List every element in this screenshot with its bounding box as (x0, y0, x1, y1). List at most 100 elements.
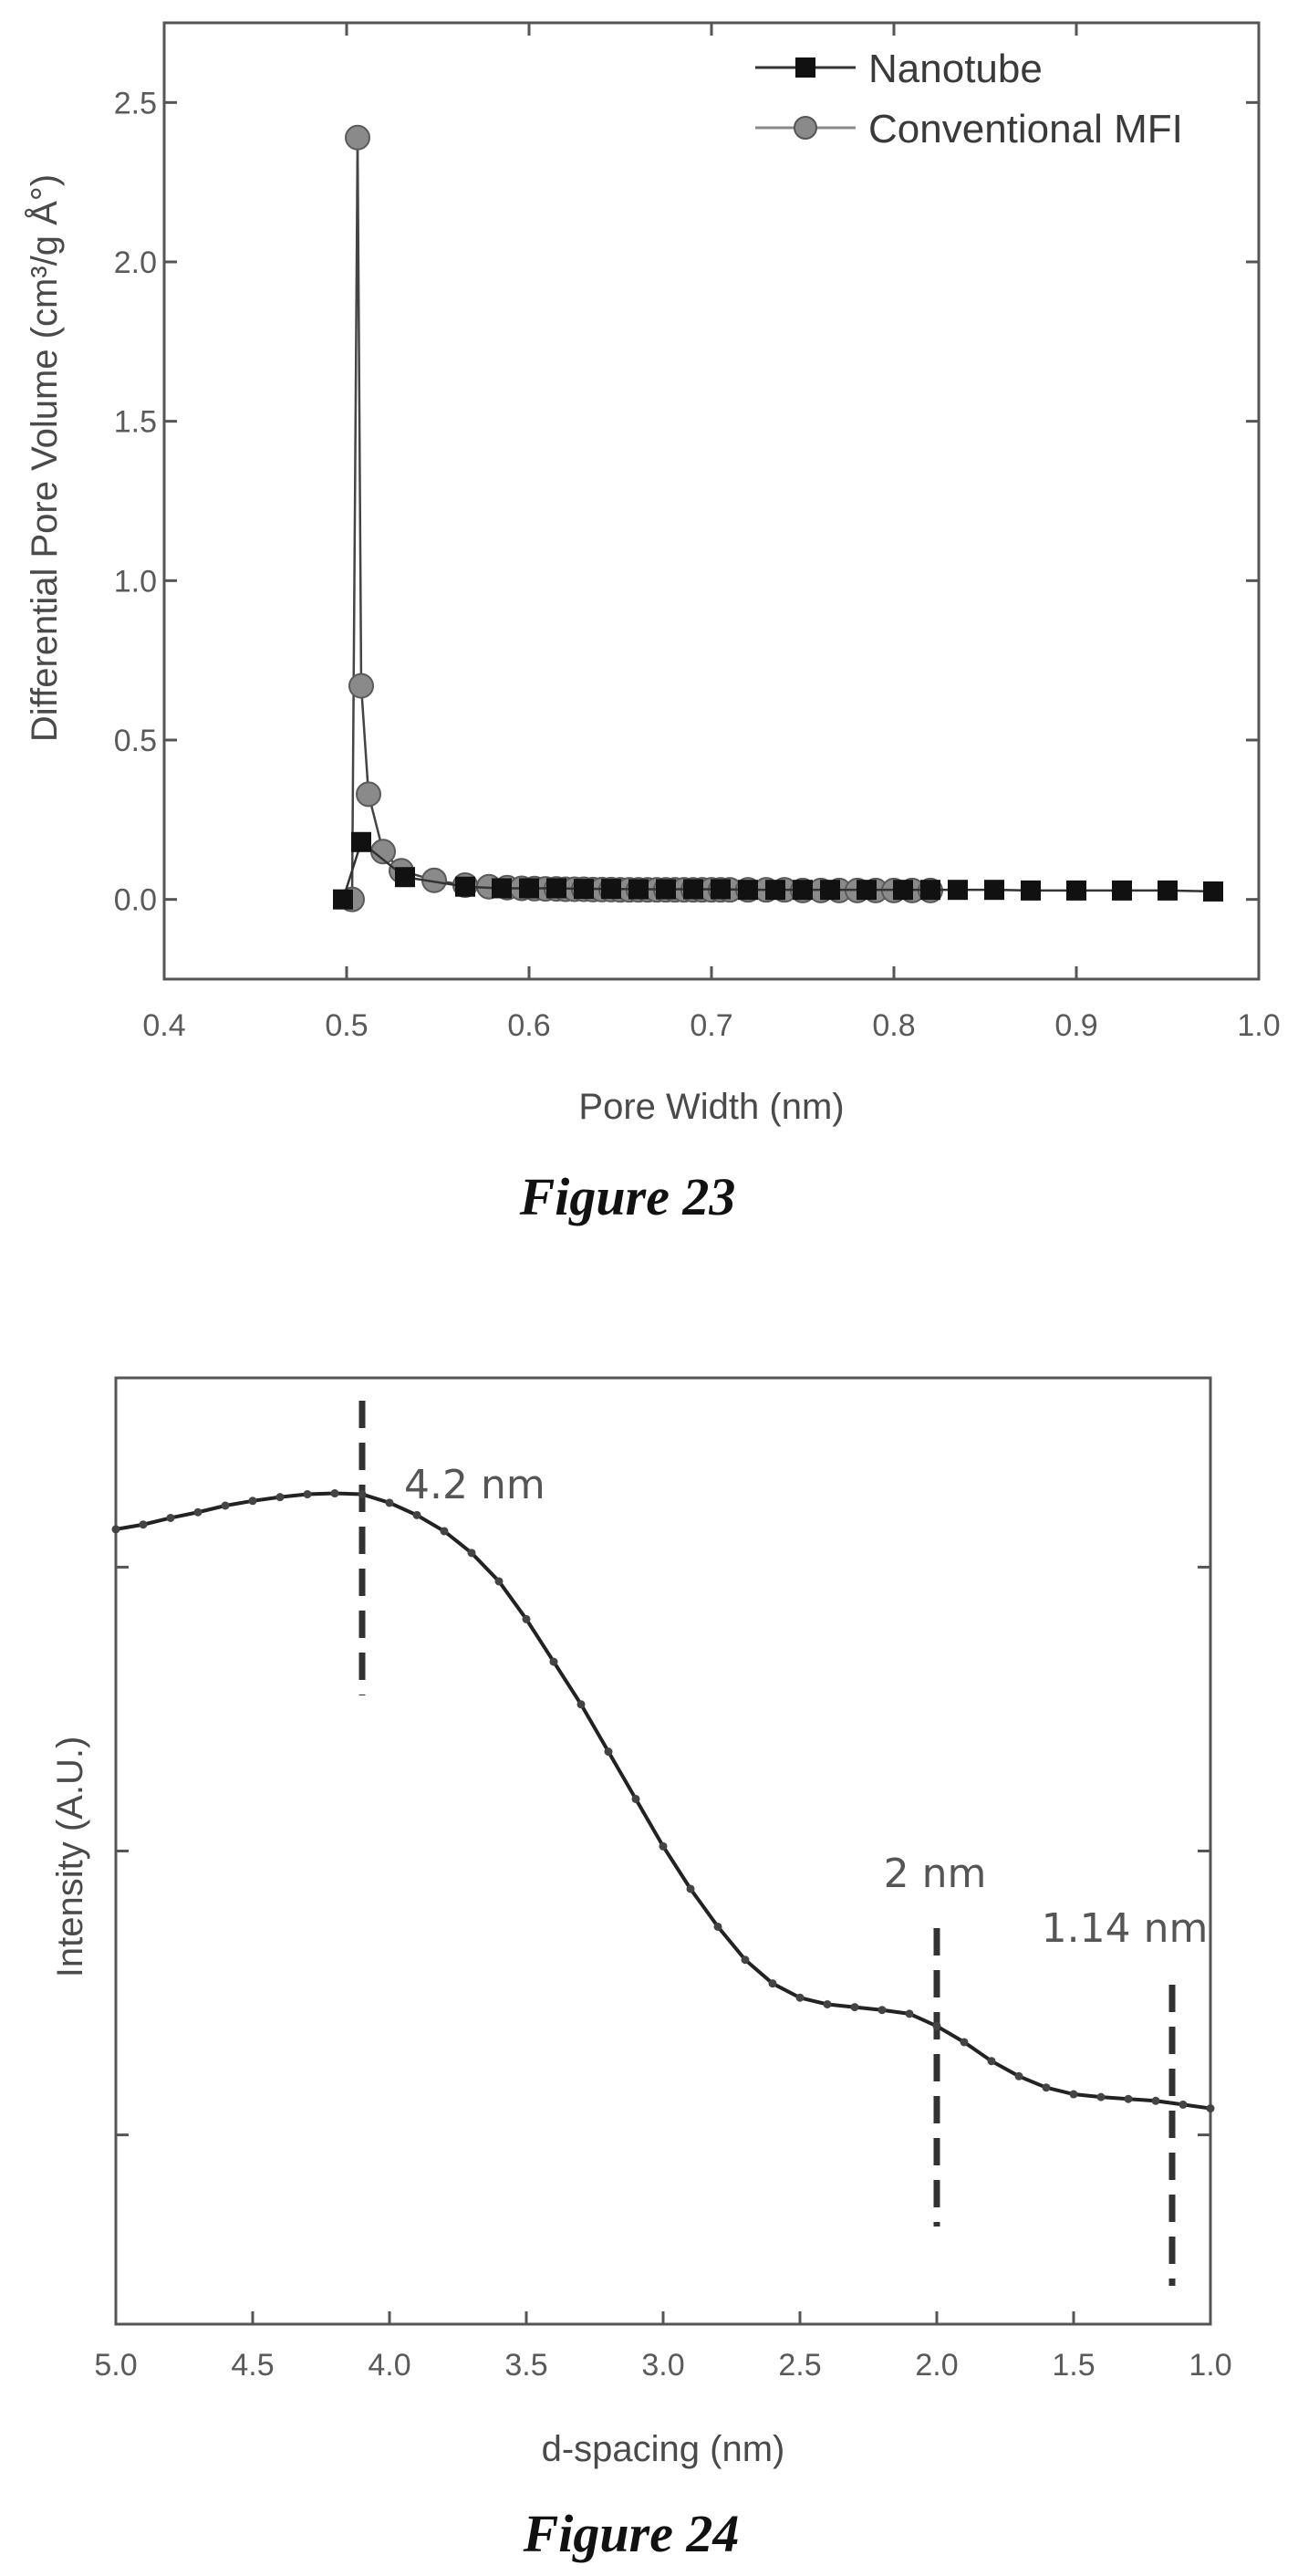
curve-point (823, 1999, 832, 2008)
chart-figure-24: 5.0 4.5 4.0 3.5 3.0 2.5 2.0 1.5 1.0 4.2 nm 2 nm 1.… (50, 1376, 1232, 2563)
x-axis-label: d-spacing (nm) (542, 2429, 785, 2469)
y-tick-label: 0.5 (114, 724, 157, 758)
data-point-nanotube (395, 867, 415, 888)
curve-point (412, 1510, 421, 1519)
curve-point (987, 2057, 996, 2066)
data-point-conventional-mfi (348, 673, 374, 699)
data-point-nanotube (893, 880, 913, 901)
curve-point (303, 1490, 312, 1499)
x-tick-label: 2.5 (778, 2348, 821, 2383)
curve-point (877, 2006, 887, 2015)
x-tick-label: 3.0 (641, 2348, 684, 2383)
data-point-nanotube (765, 880, 785, 901)
curve-point (440, 1527, 449, 1536)
x-tick-label: 0.8 (872, 1008, 915, 1043)
curve-point (248, 1497, 257, 1506)
curve-point (330, 1489, 339, 1498)
plot-frame (114, 1376, 1212, 2326)
data-point-nanotube (333, 889, 353, 910)
legend: Nanotube Conventional MFI (755, 47, 1183, 151)
x-tick-label: 0.4 (142, 1008, 185, 1043)
y-axis-label: Intensity (A.U.) (50, 1736, 90, 1978)
x-tick-label: 2.0 (915, 2348, 958, 2383)
curve-point (850, 2003, 859, 2012)
data-point-nanotube (1203, 881, 1223, 902)
curve-point (193, 1507, 202, 1517)
curve-point (905, 2009, 914, 2018)
curve-point (1124, 2094, 1133, 2103)
data-point-nanotube (920, 880, 940, 901)
curve-point (768, 1979, 777, 1988)
legend-label-nanotube: Nanotube (868, 47, 1043, 91)
y-tick-label: 2.0 (114, 245, 157, 280)
curve-point (741, 1955, 750, 1965)
curve-point (1206, 2104, 1215, 2113)
curve-point (1069, 2090, 1078, 2099)
curve-point (960, 2038, 969, 2047)
curve-point (358, 1490, 367, 1499)
curve-point (795, 1993, 805, 2002)
curve-point (713, 1922, 722, 1931)
data-point-nanotube (820, 880, 840, 901)
data-point-nanotube (574, 879, 594, 900)
data-point-nanotube (683, 879, 703, 900)
data-point-nanotube (711, 879, 731, 900)
curve-point (659, 1841, 668, 1851)
y-tick-label: 1.0 (114, 564, 157, 599)
annotation-label: 2 nm (884, 1851, 987, 1897)
curve-point (166, 1513, 175, 1522)
legend-marker-nanotube (795, 57, 815, 78)
data-point-nanotube (1066, 880, 1086, 901)
y-tick-label: 0.0 (114, 883, 157, 918)
data-point-nanotube (857, 880, 877, 901)
curve-point (576, 1700, 586, 1709)
curve-point (549, 1657, 558, 1666)
x-tick-label: 4.0 (368, 2348, 410, 2383)
data-point-nanotube (546, 878, 566, 899)
data-point-conventional-mfi (356, 781, 381, 808)
data-point-nanotube (948, 880, 968, 901)
series-line-conventional-mfi (350, 137, 930, 900)
x-tick-label: 1.0 (1237, 1008, 1280, 1043)
figure-caption: Figure 24 (523, 2504, 740, 2563)
data-point-nanotube (628, 879, 649, 900)
curve-point (494, 1577, 504, 1586)
curve-point (522, 1614, 531, 1623)
annotations: 4.2 nm 2 nm 1.14 nm (358, 1401, 1209, 2286)
plot-frame (162, 21, 1261, 981)
chart-figure-23: 0.4 0.5 0.6 0.7 0.8 0.9 1.0 0.0 0.5 1.0 1.5 2.0 2.5… (24, 21, 1281, 1226)
x-tick-label: 1.5 (1052, 2348, 1095, 2383)
curve-point (221, 1501, 230, 1510)
curve-point (275, 1493, 285, 1502)
curve-point (139, 1520, 148, 1529)
data-series (333, 124, 1223, 913)
x-tick-label: 0.9 (1054, 1008, 1097, 1043)
data-point-nanotube (656, 879, 676, 900)
data-point-nanotube (492, 878, 512, 899)
curve-point (385, 1498, 394, 1507)
x-axis-label: Pore Width (nm) (578, 1087, 844, 1127)
curve-point (111, 1525, 120, 1534)
curve-point (1042, 2083, 1051, 2092)
y-axis-ticks (116, 1565, 1210, 2137)
y-axis-ticks: 0.0 0.5 1.0 1.5 2.0 2.5 (114, 86, 1259, 918)
data-point-nanotube (1112, 880, 1132, 901)
y-tick-label: 2.5 (114, 86, 157, 120)
curve-point (932, 2021, 941, 2030)
data-point-nanotube (351, 831, 371, 852)
annotation-label: 1.14 nm (1042, 1905, 1209, 1952)
data-point-conventional-mfi (345, 124, 370, 151)
annotation-label: 4.2 nm (404, 1462, 545, 1508)
curve-point (631, 1794, 640, 1803)
x-axis-ticks: 5.0 4.5 4.0 3.5 3.0 2.5 2.0 1.5 1.0 (94, 2311, 1232, 2383)
curve-point (604, 1747, 613, 1757)
data-point-nanotube (455, 876, 475, 897)
x-tick-label: 0.5 (325, 1008, 368, 1043)
legend-marker-conventional-mfi (794, 116, 817, 140)
legend-label-conventional-mfi: Conventional MFI (868, 107, 1183, 151)
data-point-nanotube (519, 878, 539, 899)
data-point-nanotube (738, 880, 758, 901)
x-tick-label: 5.0 (94, 2348, 137, 2383)
x-tick-label: 4.5 (231, 2348, 274, 2383)
